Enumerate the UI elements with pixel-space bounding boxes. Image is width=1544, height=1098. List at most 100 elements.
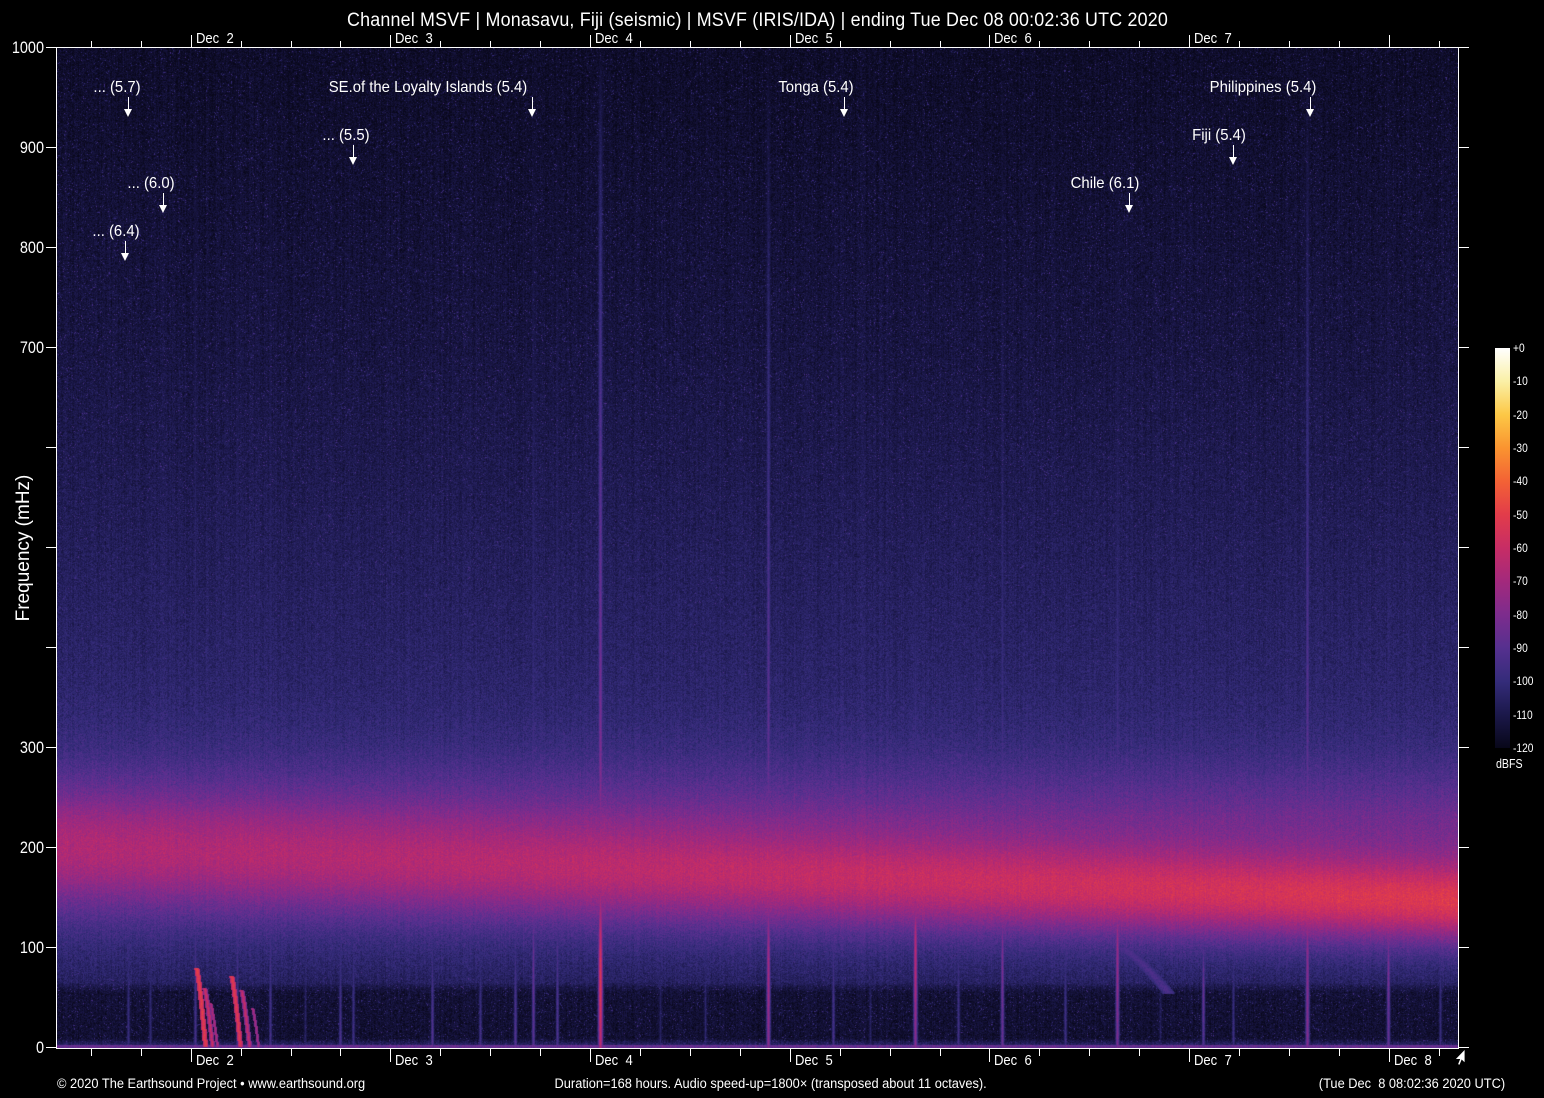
annotation-label: Philippines (5.4) [1209, 79, 1317, 96]
x-tick-minor [1338, 41, 1340, 47]
y-tick [46, 247, 56, 248]
colorbar-tick-label: -80 [1513, 607, 1528, 622]
annotation-label: ... (6.0) [127, 175, 175, 192]
x-tick-minor [1039, 1049, 1041, 1056]
x-tick-minor [1289, 41, 1291, 47]
y-tick [1459, 847, 1469, 848]
x-tick-minor [1139, 1049, 1141, 1056]
x-tick-major [190, 35, 192, 47]
x-tick-minor [490, 41, 492, 47]
x-tick-minor [290, 1049, 292, 1056]
colorbar-tick-label: -30 [1513, 441, 1528, 455]
x-tick-minor [1289, 1049, 1291, 1056]
y-tick [46, 947, 56, 948]
copyright-text: © 2020 The Earthsound Project • www.eart… [57, 1076, 366, 1091]
x-tick-minor [1438, 1049, 1440, 1056]
x-tick-minor [290, 41, 292, 47]
x-tick-label: Dec 5 [794, 1053, 833, 1069]
x-tick-minor [340, 41, 342, 47]
x-tick-major [989, 35, 991, 47]
duration-text: Duration=168 hours. Audio speed-up=1800×… [554, 1076, 987, 1091]
annotation-arrow [124, 241, 126, 253]
y-axis-label: Frequency (mHz) [13, 474, 34, 622]
y-tick-label: 900 [19, 138, 44, 157]
y-tick [46, 1047, 56, 1048]
x-tick-minor [240, 41, 242, 47]
y-tick-label: 0 [35, 1038, 44, 1057]
x-tick-major [789, 1049, 791, 1062]
y-tick [1459, 547, 1469, 548]
y-tick [46, 47, 56, 48]
x-tick-minor [1089, 41, 1091, 47]
x-tick-label: Dec 6 [994, 1053, 1033, 1069]
x-tick-minor [640, 41, 642, 47]
annotation-arrow [162, 193, 164, 205]
x-tick-label: Dec 5 [794, 31, 833, 47]
x-tick-minor [1239, 1049, 1241, 1056]
x-tick-label: Dec 6 [994, 31, 1033, 47]
x-tick-minor [640, 1049, 642, 1056]
x-tick-major [1388, 35, 1390, 47]
annotation-arrow [1309, 97, 1311, 109]
x-tick-minor [889, 41, 891, 47]
y-tick [46, 347, 56, 348]
y-tick [46, 747, 56, 748]
colorbar-tick-label: -50 [1513, 507, 1528, 522]
annotation-arrowhead-icon [839, 109, 848, 117]
colorbar-tick-label: -40 [1513, 474, 1528, 489]
y-tick-label: 700 [19, 338, 44, 357]
y-tick [1459, 247, 1469, 248]
annotation-arrow [1128, 193, 1130, 205]
x-tick-minor [1039, 41, 1041, 47]
x-tick-minor [140, 41, 142, 47]
colorbar-tick-label: -90 [1513, 641, 1528, 655]
x-tick-minor [689, 1049, 691, 1056]
x-tick-minor [240, 1049, 242, 1056]
annotation-arrowhead-icon [120, 253, 129, 261]
x-tick-major [590, 35, 592, 47]
annotation-arrowhead-icon [348, 157, 357, 165]
annotation-arrowhead-icon [527, 109, 536, 117]
annotation-arrowhead-icon [1124, 205, 1133, 213]
x-tick-label: Dec 7 [1194, 31, 1232, 47]
x-tick-minor [1239, 41, 1241, 47]
annotation-arrowhead-icon [123, 109, 132, 117]
y-tick-label: 200 [19, 838, 44, 857]
y-tick [1459, 947, 1469, 948]
y-tick [1459, 647, 1469, 648]
colorbar-tick-label: -70 [1513, 574, 1528, 589]
x-tick-major [1189, 1049, 1191, 1062]
y-tick [1459, 1047, 1469, 1048]
x-tick-major [190, 1049, 192, 1062]
annotation-arrowhead-icon [158, 205, 167, 213]
y-tick [46, 847, 56, 848]
x-tick-major [590, 1049, 592, 1062]
spectrogram-canvas [57, 48, 1458, 1048]
colorbar-tick-label: -100 [1513, 674, 1534, 689]
x-tick-minor [1089, 1049, 1091, 1056]
y-tick [46, 547, 56, 548]
chart-title: Channel MSVF | Monasavu, Fiji (seismic) … [347, 10, 1168, 31]
x-tick-minor [739, 1049, 741, 1056]
colorbar-tick-label: +0 [1513, 341, 1525, 355]
colorbar-unit-label: dBFS [1496, 757, 1523, 771]
y-tick-label: 800 [19, 238, 44, 257]
x-tick-minor [1438, 41, 1440, 47]
colorbar-tick-label: -110 [1513, 707, 1533, 722]
x-tick-major [1388, 1049, 1390, 1062]
x-tick-minor [90, 41, 92, 47]
annotation-label: ... (5.7) [93, 79, 141, 96]
x-tick-label: Dec 4 [595, 31, 633, 47]
x-tick-minor [939, 41, 941, 47]
x-tick-label: Dec 2 [195, 1053, 234, 1069]
annotation-label: Chile (6.1) [1070, 175, 1140, 192]
colorbar-tick-label: -10 [1513, 374, 1528, 389]
x-tick-label: Dec 3 [395, 1053, 434, 1069]
x-tick-major [989, 1049, 991, 1062]
x-tick-minor [889, 1049, 891, 1056]
x-tick-label: Dec 2 [195, 31, 234, 47]
x-tick-label: Dec 7 [1194, 1053, 1232, 1069]
end-time-text: (Tue Dec 8 08:02:36 2020 UTC) [1318, 1076, 1505, 1091]
colorbar-tick-label: -120 [1513, 741, 1534, 755]
annotation-arrow [531, 97, 533, 109]
